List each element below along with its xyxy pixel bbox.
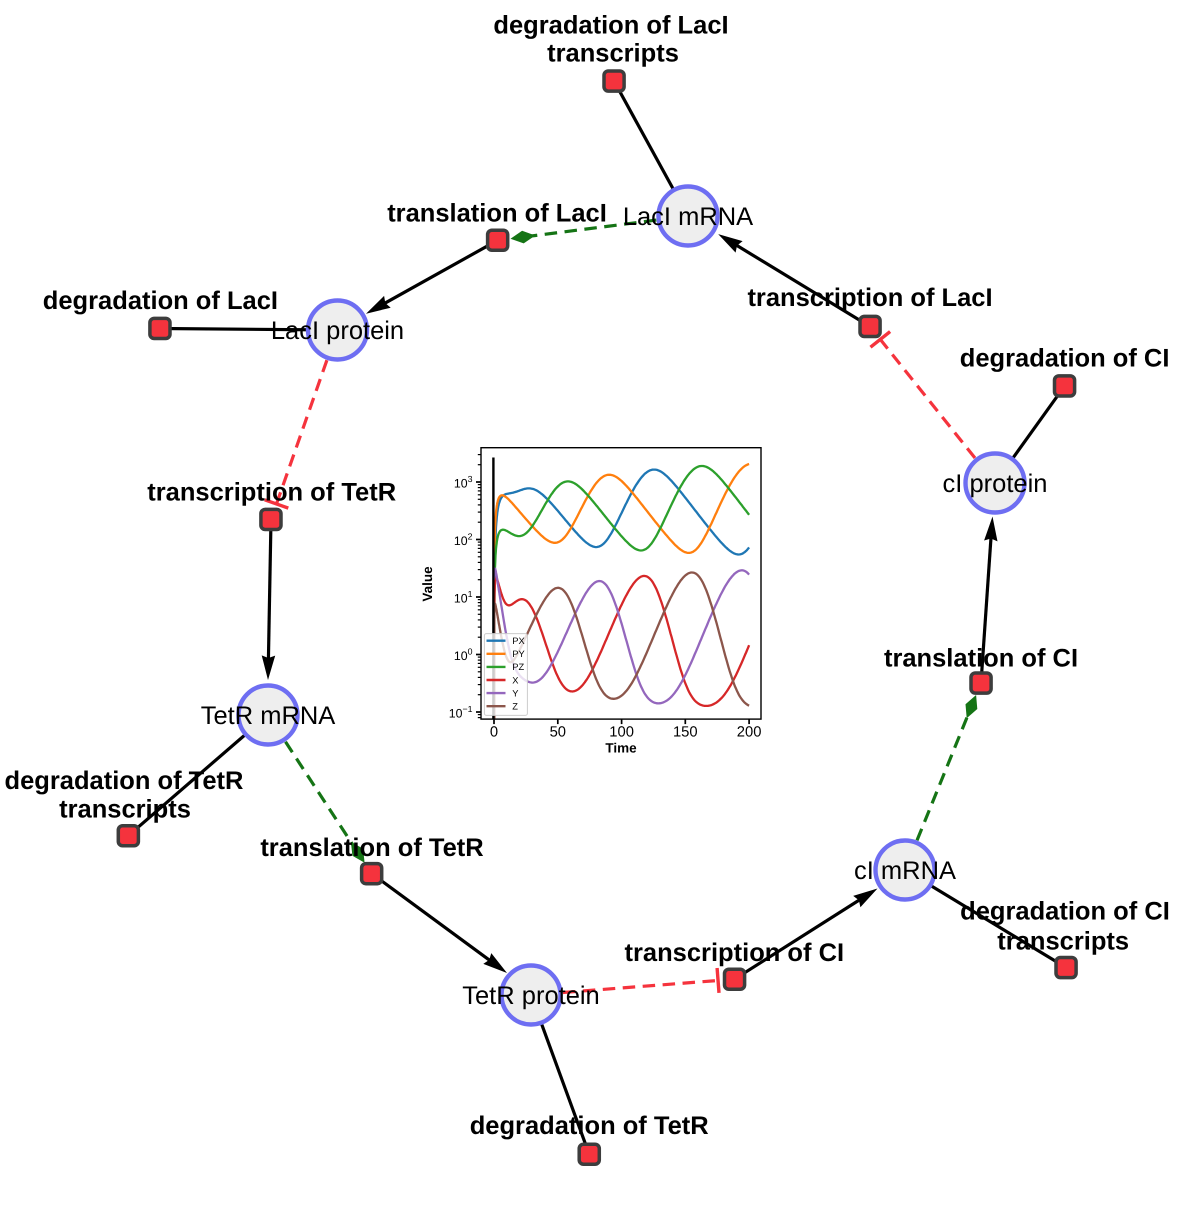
svg-text:transcription of TetR: transcription of TetR — [147, 479, 396, 507]
svg-text:degradation of TetR: degradation of TetR — [470, 1112, 709, 1140]
svg-text:Z: Z — [512, 702, 518, 712]
svg-text:200: 200 — [737, 725, 762, 741]
svg-text:degradation of TetR: degradation of TetR — [5, 767, 244, 795]
svg-text:translation of LacI: translation of LacI — [387, 200, 607, 228]
svg-text:transcripts: transcripts — [547, 39, 679, 67]
svg-text:PX: PX — [512, 636, 524, 646]
svg-text:Time: Time — [605, 741, 637, 756]
svg-text:degradation of LacI: degradation of LacI — [43, 287, 278, 315]
svg-text:degradation of LacI: degradation of LacI — [493, 12, 728, 40]
svg-text:transcription of CI: transcription of CI — [625, 939, 845, 967]
svg-text:transcripts: transcripts — [59, 795, 191, 823]
svg-text:cI mRNA: cI mRNA — [854, 857, 956, 885]
svg-text:TetR mRNA: TetR mRNA — [201, 702, 336, 730]
svg-text:translation of CI: translation of CI — [884, 645, 1078, 673]
svg-text:transcription of LacI: transcription of LacI — [747, 284, 992, 312]
svg-text:TetR protein: TetR protein — [462, 982, 600, 1010]
svg-text:100: 100 — [609, 725, 634, 741]
svg-text:Value: Value — [420, 566, 435, 602]
svg-text:150: 150 — [673, 725, 698, 741]
svg-text:X: X — [512, 675, 518, 685]
svg-text:LacI protein: LacI protein — [271, 317, 404, 345]
svg-text:translation of TetR: translation of TetR — [260, 834, 483, 862]
svg-text:0: 0 — [490, 725, 498, 741]
svg-text:degradation of CI: degradation of CI — [960, 897, 1170, 925]
svg-text:PY: PY — [512, 649, 524, 659]
svg-text:50: 50 — [550, 725, 566, 741]
svg-text:LacI mRNA: LacI mRNA — [623, 203, 753, 231]
svg-text:Y: Y — [512, 688, 518, 698]
svg-text:PZ: PZ — [512, 662, 524, 672]
svg-text:degradation of CI: degradation of CI — [960, 345, 1170, 373]
svg-text:cI protein: cI protein — [943, 470, 1048, 498]
svg-text:transcripts: transcripts — [997, 927, 1129, 955]
